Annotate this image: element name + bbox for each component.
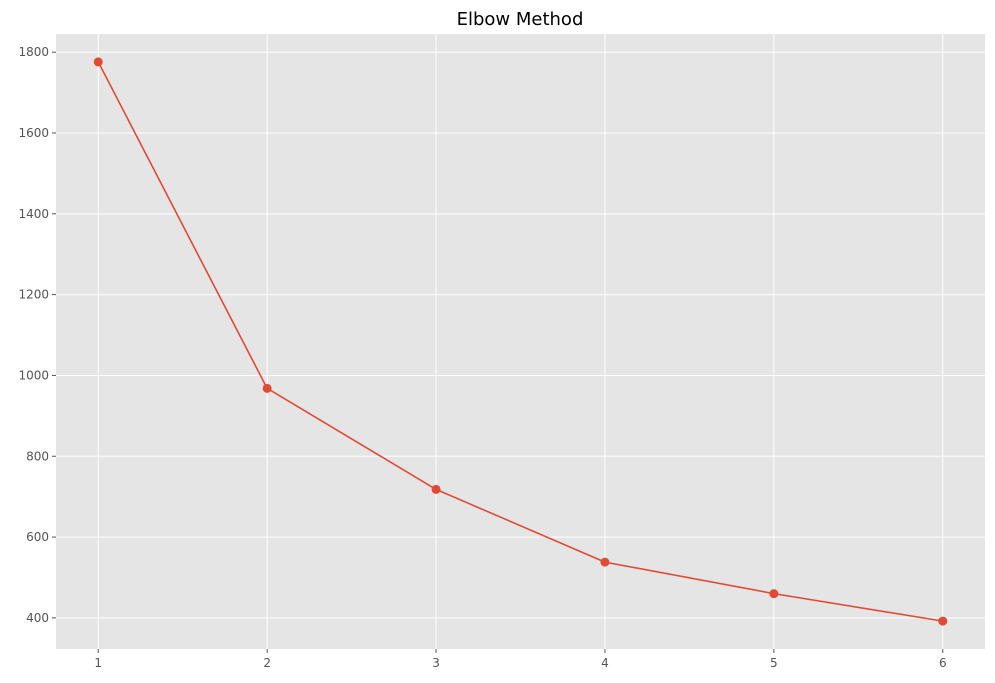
x-axis: 1 2 3 4 5 6: [94, 649, 947, 670]
data-point-3: [431, 484, 441, 494]
x-tick-label-1: 1: [94, 656, 102, 670]
data-point-6: [938, 616, 948, 626]
y-tick-label-1400: 1400: [18, 207, 49, 221]
grid: [56, 34, 985, 649]
x-tick-label-4: 4: [601, 656, 609, 670]
series-group: [93, 57, 948, 626]
y-tick-label-400: 400: [26, 611, 49, 625]
y-tick-label-600: 600: [26, 530, 49, 544]
series-line-0: [97, 61, 943, 622]
y-tick-label-1800: 1800: [18, 45, 49, 59]
data-point-4: [600, 557, 610, 567]
data-point-5: [769, 589, 779, 599]
x-tick-label-6: 6: [939, 656, 947, 670]
data-point-1: [93, 57, 103, 67]
x-tick-label-2: 2: [263, 656, 271, 670]
y-axis: 400 600 800 1000 1200 1400 1600 1800: [18, 45, 56, 625]
y-tick-label-1600: 1600: [18, 126, 49, 140]
y-tick-label-1000: 1000: [18, 368, 49, 382]
plot-area: [56, 34, 985, 649]
y-tick-label-1200: 1200: [18, 288, 49, 302]
x-tick-label-5: 5: [770, 656, 778, 670]
data-point-2: [262, 383, 272, 393]
y-tick-label-800: 800: [26, 449, 49, 463]
chart-title: Elbow Method: [457, 9, 584, 30]
x-tick-label-3: 3: [432, 656, 440, 670]
